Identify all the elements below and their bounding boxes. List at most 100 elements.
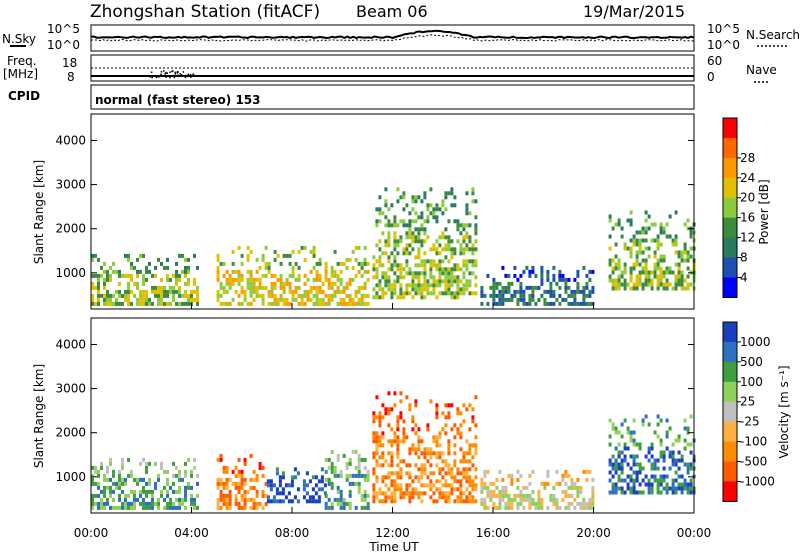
- echo-cell: [447, 239, 451, 244]
- echo-cell: [178, 289, 181, 294]
- echo-cell: [402, 267, 406, 272]
- echo-cell: [623, 278, 627, 283]
- echo-cell: [579, 301, 583, 306]
- echo-cell: [435, 455, 439, 460]
- echo-cell: [677, 466, 681, 471]
- echo-cell: [579, 289, 583, 294]
- echo-cell: [393, 435, 397, 440]
- nave-dot: [190, 76, 192, 78]
- echo-cell: [429, 203, 433, 208]
- echo-cell: [665, 270, 669, 275]
- echo-cell: [249, 277, 253, 282]
- echo-cell: [444, 287, 448, 292]
- echo-cell: [611, 282, 615, 287]
- nave-dot: [177, 75, 180, 77]
- echo-cell: [342, 261, 346, 266]
- echo-cell: [417, 455, 421, 460]
- echo-cell: [656, 490, 660, 495]
- echo-cell: [281, 471, 285, 476]
- echo-cell: [644, 270, 648, 275]
- echo-cell: [683, 486, 687, 491]
- echo-cell: [97, 493, 100, 498]
- echo-cell: [474, 451, 478, 456]
- echo-cell: [444, 235, 448, 240]
- echo-cell: [516, 289, 520, 294]
- echo-cell: [327, 481, 331, 486]
- echo-cell: [659, 270, 663, 275]
- echo-cell: [462, 283, 466, 288]
- echo-cell: [411, 219, 415, 224]
- echo-cell: [686, 286, 690, 291]
- noise-left-tick-bottom: 10^0: [47, 38, 80, 52]
- echo-cell: [396, 415, 400, 420]
- echo-cell: [582, 265, 586, 270]
- echo-cell: [468, 259, 472, 264]
- echo-cell: [656, 414, 660, 419]
- echo-cell: [252, 285, 256, 290]
- echo-cell: [97, 473, 100, 478]
- echo-cell: [399, 195, 403, 200]
- echo-cell: [115, 289, 118, 294]
- echo-cell: [127, 257, 130, 262]
- echo-cell: [363, 497, 367, 502]
- echo-cell: [444, 423, 448, 428]
- echo-cell: [671, 454, 675, 459]
- echo-cell: [363, 493, 367, 498]
- echo-cell: [614, 482, 618, 487]
- nave-label: Nave: [746, 63, 777, 77]
- echo-cell: [665, 482, 669, 487]
- echo-cell: [644, 226, 648, 231]
- echo-cell: [534, 273, 538, 278]
- echo-cell: [106, 297, 109, 302]
- echo-cell: [375, 223, 379, 228]
- echo-cell: [151, 489, 154, 494]
- echo-cell: [444, 271, 448, 276]
- echo-cell: [396, 463, 400, 468]
- echo-cell: [632, 286, 636, 291]
- y-tick-label: 3000: [55, 178, 86, 192]
- echo-cell: [471, 291, 475, 296]
- echo-cell: [465, 451, 469, 456]
- echo-cell: [121, 457, 124, 462]
- echo-cell: [432, 211, 436, 216]
- nave-dot: [150, 71, 153, 73]
- echo-cell: [264, 265, 268, 270]
- echo-cell: [417, 279, 421, 284]
- echo-cell: [671, 450, 675, 455]
- echo-cell: [372, 495, 376, 500]
- echo-cell: [432, 451, 436, 456]
- echo-cell: [582, 469, 586, 474]
- echo-cell: [423, 279, 427, 284]
- y-tick-label: 2000: [55, 426, 86, 440]
- echo-cell: [570, 481, 574, 486]
- echo-cell: [311, 499, 315, 504]
- echo-cell: [142, 489, 145, 494]
- echo-cell: [311, 495, 315, 500]
- echo-cell: [175, 281, 178, 286]
- echo-cell: [225, 281, 229, 286]
- colorbar-frame: [722, 117, 738, 298]
- echo-cell: [689, 478, 693, 483]
- echo-cell: [291, 297, 295, 302]
- echo-cell: [519, 285, 523, 290]
- echo-cell: [423, 263, 427, 268]
- echo-cell: [659, 442, 663, 447]
- echo-cell: [240, 493, 244, 498]
- echo-cell: [291, 249, 295, 254]
- echo-cell: [348, 257, 352, 262]
- echo-cell: [393, 219, 397, 224]
- echo-cell: [293, 475, 297, 480]
- echo-cell: [453, 295, 457, 300]
- echo-cell: [118, 301, 121, 306]
- echo-cell: [444, 403, 448, 408]
- echo-cell: [396, 275, 400, 280]
- echo-cell: [405, 463, 409, 468]
- echo-cell: [169, 301, 172, 306]
- echo-cell: [390, 287, 394, 292]
- echo-cell: [127, 273, 130, 278]
- echo-cell: [450, 427, 454, 432]
- echo-cell: [91, 257, 94, 262]
- echo-cell: [468, 271, 472, 276]
- echo-cell: [228, 285, 232, 290]
- echo-cell: [148, 477, 151, 482]
